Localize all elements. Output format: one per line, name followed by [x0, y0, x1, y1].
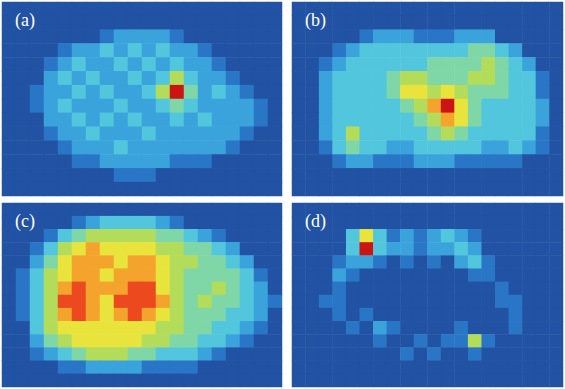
svg-text:(a): (a): [15, 10, 35, 31]
svg-text:(b): (b): [305, 10, 326, 31]
svg-text:(c): (c): [15, 211, 35, 232]
svg-text:(d): (d): [305, 211, 326, 232]
